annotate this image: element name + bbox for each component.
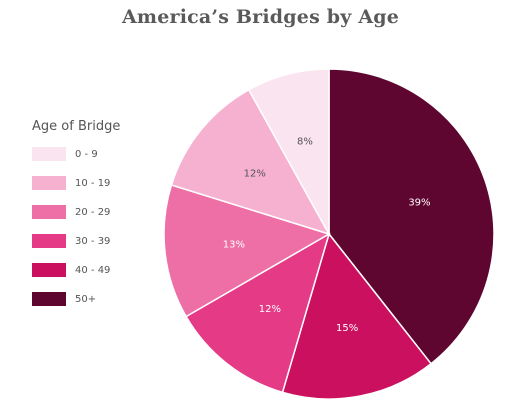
pie-slice bbox=[281, 232, 433, 400]
slice-value-label: 13% bbox=[223, 240, 245, 251]
pie-slices bbox=[163, 68, 495, 400]
legend-item: 50+ bbox=[32, 291, 152, 307]
legend-item: 30 - 39 bbox=[32, 233, 152, 249]
legend-item: 10 - 19 bbox=[32, 175, 152, 191]
legend-item: 20 - 29 bbox=[32, 204, 152, 220]
pie-labels: 39% 15% 12% 13% 12% 8% bbox=[223, 136, 431, 334]
slice-value-label: 8% bbox=[297, 136, 313, 147]
pie-slice bbox=[170, 88, 331, 236]
slice-value-label: 39% bbox=[408, 198, 430, 209]
legend-swatch bbox=[32, 263, 66, 277]
legend-swatch bbox=[32, 176, 66, 190]
legend: Age of Bridge 0 - 9 10 - 19 20 - 29 30 - 39… bbox=[32, 119, 152, 320]
chart-title: America’s Bridges by Age bbox=[121, 6, 400, 28]
legend-label: 10 - 19 bbox=[75, 177, 111, 189]
legend-swatch bbox=[32, 292, 66, 306]
legend-swatch bbox=[32, 234, 66, 248]
legend-label: 40 - 49 bbox=[75, 264, 111, 276]
legend-item: 40 - 49 bbox=[32, 262, 152, 278]
legend-label: 20 - 29 bbox=[75, 206, 111, 218]
legend-item: 0 - 9 bbox=[32, 146, 152, 162]
pie-slice bbox=[328, 68, 495, 365]
legend-label: 0 - 9 bbox=[75, 148, 98, 160]
slice-value-label: 15% bbox=[336, 323, 358, 334]
slice-value-label: 12% bbox=[244, 169, 266, 180]
legend-title: Age of Bridge bbox=[32, 119, 121, 134]
legend-swatch bbox=[32, 147, 66, 161]
pie-slice bbox=[163, 184, 331, 318]
slice-value-label: 12% bbox=[259, 304, 281, 315]
legend-label: 50+ bbox=[75, 293, 97, 305]
pie-slice bbox=[247, 68, 330, 237]
legend-swatch bbox=[32, 205, 66, 219]
legend-label: 30 - 39 bbox=[75, 235, 111, 247]
legend-items: 0 - 9 10 - 19 20 - 29 30 - 39 40 - 49 50+ bbox=[32, 146, 152, 307]
pie-slice bbox=[185, 232, 331, 394]
